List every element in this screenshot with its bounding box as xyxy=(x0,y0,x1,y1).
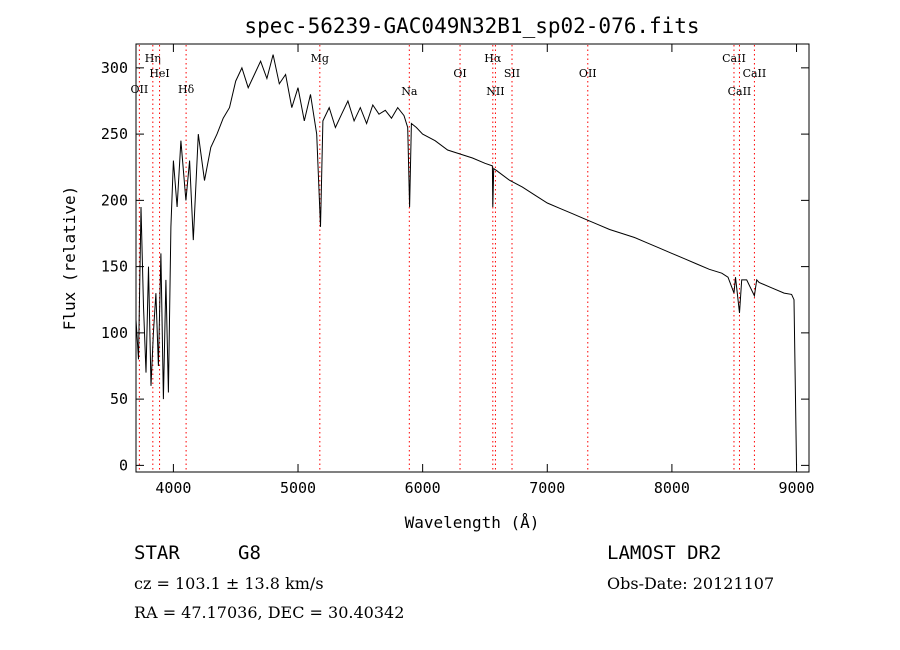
y-tick-label: 100 xyxy=(101,324,128,342)
spectral-line-label: Hα xyxy=(484,52,502,65)
spectral-line-label: OII xyxy=(131,83,149,96)
spectral-line-label: CaII xyxy=(743,67,767,80)
plot-frame xyxy=(135,43,810,473)
chart-title: spec-56239-GAC049N32B1_sp02-076.fits xyxy=(244,14,699,38)
spectral-line-label: OII xyxy=(579,67,597,80)
spectral-line-label: HeI xyxy=(149,67,169,80)
spectral-line-label: OI xyxy=(453,67,466,80)
spectral-line-label: CaII xyxy=(722,52,746,65)
spectral-line-label: Hδ xyxy=(178,83,195,96)
object-subclass: G8 xyxy=(238,542,261,564)
object-class: STAR xyxy=(134,542,180,564)
y-tick-label: 0 xyxy=(119,456,128,474)
spectral-line-label: CaII xyxy=(728,85,752,98)
axis-ticks: 4000 5000 6000 7000 8000 9000 0 50 100 150 200 250 3… xyxy=(101,44,815,497)
sky-coordinates: RA = 47.17036, DEC = 30.40342 xyxy=(134,603,405,622)
spectral-line-label: SII xyxy=(504,67,520,80)
y-tick-label: 50 xyxy=(110,390,128,408)
x-axis-label: Wavelength (Å) xyxy=(405,513,540,532)
spectral-line-label: Na xyxy=(401,85,418,98)
x-tick-label: 9000 xyxy=(778,479,814,497)
x-tick-label: 7000 xyxy=(529,479,565,497)
spectral-line-label: NII xyxy=(486,85,504,98)
spectrum-line xyxy=(135,54,797,466)
observation-date: Obs-Date: 20121107 xyxy=(607,574,775,593)
spectral-line-label: Hη xyxy=(145,52,161,65)
y-tick-label: 150 xyxy=(101,258,128,276)
x-tick-label: 5000 xyxy=(280,479,316,497)
y-tick-label: 300 xyxy=(101,59,128,77)
x-tick-label: 4000 xyxy=(155,479,191,497)
y-tick-label: 250 xyxy=(101,125,128,143)
spectral-line-label: Mg xyxy=(311,52,329,65)
y-tick-label: 200 xyxy=(101,191,128,209)
y-axis-label: Flux (relative) xyxy=(60,186,79,331)
x-tick-label: 8000 xyxy=(654,479,690,497)
survey-name: LAMOST DR2 xyxy=(607,542,722,564)
x-tick-label: 6000 xyxy=(405,479,441,497)
redshift-velocity: cz = 103.1 ± 13.8 km/s xyxy=(134,574,324,593)
